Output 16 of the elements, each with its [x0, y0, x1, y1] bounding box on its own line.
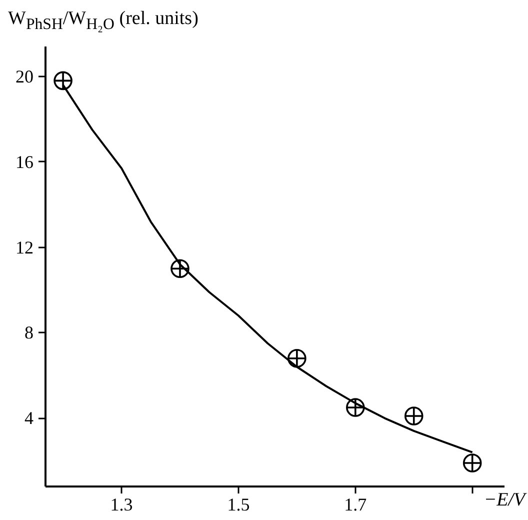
point — [346, 398, 365, 417]
y-tick-label: 4 — [24, 408, 34, 428]
x-tick-label: 1.3 — [110, 494, 133, 514]
point — [404, 406, 424, 426]
y-tick-label: 16 — [16, 152, 34, 172]
y-tick-label: 20 — [16, 66, 34, 86]
x-axis-title: −E/V — [484, 490, 528, 510]
point — [288, 348, 306, 368]
x-tick-label: 1.7 — [344, 494, 367, 514]
y-axis-title: W$_{PhSH}$/W$_{H₂O}$ (rel. units) — [8, 7, 198, 35]
point — [54, 71, 72, 90]
y-tick-label: 8 — [24, 322, 34, 343]
y-tick-label: 12 — [16, 237, 34, 258]
point — [170, 259, 190, 278]
point — [462, 454, 482, 472]
x-tick-label: 1.5 — [227, 494, 250, 514]
